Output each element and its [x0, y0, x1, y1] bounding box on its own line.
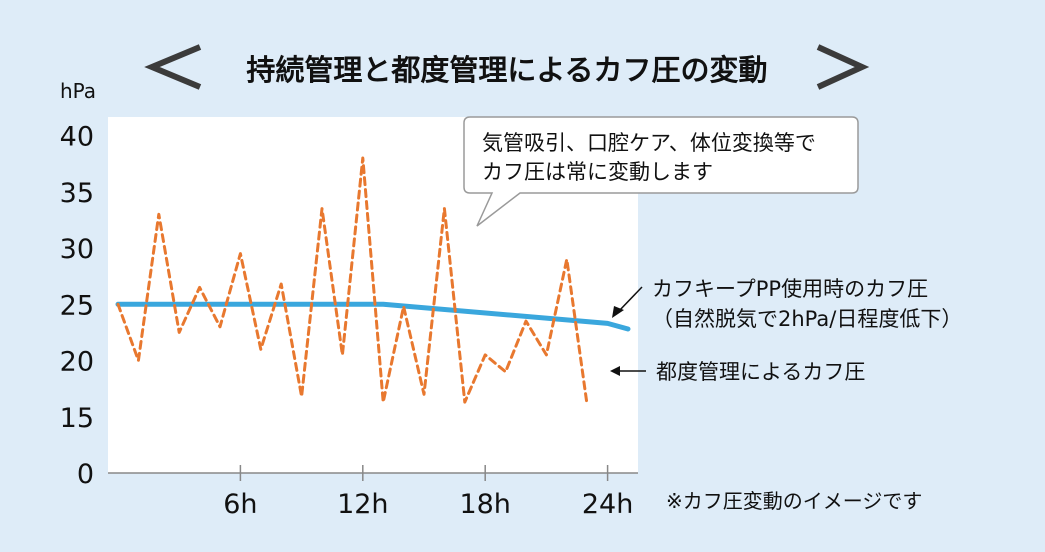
x-tick-label-6h: 6h	[223, 489, 257, 520]
y-tick-label-0: 0	[77, 459, 94, 490]
series-line-dashed	[116, 156, 589, 407]
x-axis: 6h 12h 18h 24h	[108, 465, 638, 520]
y-tick-label-25: 25	[60, 290, 94, 321]
x-tick-label-12h: 12h	[337, 489, 388, 520]
x-tick-label-24h: 24h	[582, 489, 633, 520]
series-line-solid	[115, 301, 631, 332]
dashed-series-arrowhead-icon	[610, 366, 620, 376]
x-tick-label-18h: 18h	[459, 489, 510, 520]
y-tick-label-40: 40	[60, 122, 94, 153]
image-note: ※カフ圧変動のイメージです	[666, 489, 922, 513]
y-tick-label-30: 30	[60, 234, 94, 265]
y-tick-label-20: 20	[60, 347, 94, 378]
solid-series-arrow	[617, 286, 643, 313]
callout-line-2: カフ圧は常に変動します	[482, 160, 713, 184]
title-right-chevron-icon	[816, 44, 870, 90]
dashed-series-label: 都度管理によるカフ圧	[656, 360, 865, 384]
chart-title: 持続管理と都度管理によるカフ圧の変動	[246, 53, 767, 87]
solid-series-label: カフキープPP使用時のカフ圧	[652, 277, 928, 301]
callout-line-1: 気管吸引、口腔ケア、体位変換等で	[482, 131, 816, 155]
series-layer	[115, 156, 631, 407]
y-tick-label-35: 35	[60, 178, 94, 209]
callout-bubble	[463, 116, 859, 227]
solid-series-sublabel: （自然脱気で2hPa/日程度低下）	[652, 307, 962, 331]
y-tick-labels: 0 15 20 25 30 35 40	[60, 122, 94, 491]
y-tick-label-15: 15	[60, 403, 94, 434]
solid-series-arrowhead-icon	[612, 306, 624, 318]
title-left-chevron-icon	[144, 44, 202, 90]
y-axis-unit: hPa	[60, 79, 96, 103]
